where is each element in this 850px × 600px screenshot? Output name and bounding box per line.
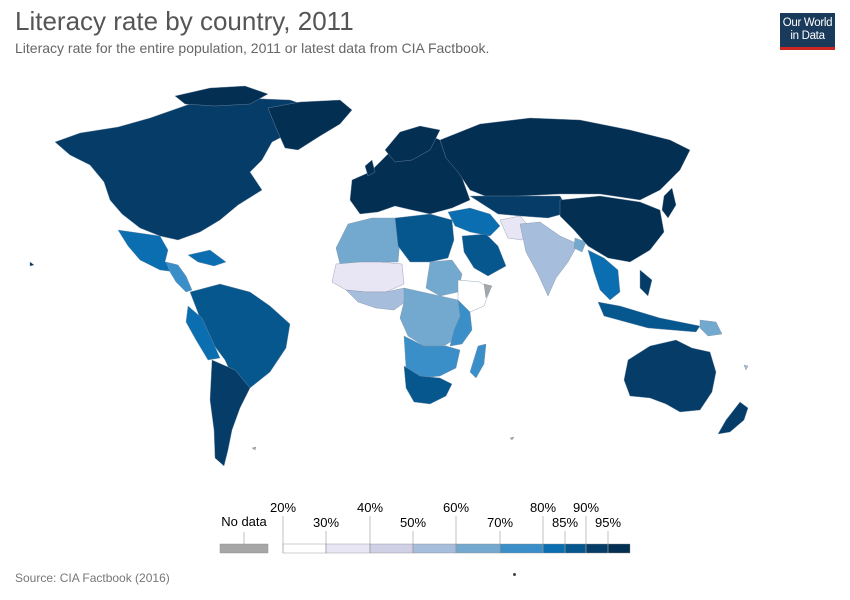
region-north-africa-east[interactable]: [394, 213, 455, 263]
region-caribbean[interactable]: [187, 249, 227, 267]
legend-bin-8[interactable]: [585, 543, 609, 554]
region-central-asia[interactable]: [469, 195, 571, 219]
legend-bin-6[interactable]: [542, 543, 566, 554]
region-east-africa[interactable]: [449, 299, 473, 347]
bullet-dot: [513, 573, 516, 576]
region-falklands[interactable]: [251, 446, 257, 451]
legend-bin-2[interactable]: [369, 543, 414, 554]
legend-bin-9[interactable]: [607, 543, 631, 554]
region-uk[interactable]: [364, 159, 376, 177]
legend-bin-1[interactable]: [325, 543, 371, 554]
legend-threshold-label: 60%: [443, 500, 469, 515]
region-philippines[interactable]: [639, 269, 653, 297]
legend-threshold-label: 85%: [552, 515, 578, 530]
legend-no-data: No data: [219, 514, 269, 554]
region-india[interactable]: [519, 221, 579, 297]
region-japan-korea[interactable]: [661, 187, 677, 219]
region-middle-east[interactable]: [447, 207, 501, 237]
legend-threshold-label: 40%: [357, 500, 383, 515]
legend-threshold-label: 90%: [573, 500, 599, 515]
region-australia[interactable]: [623, 339, 717, 413]
legend-bin-3[interactable]: [412, 543, 457, 554]
region-south-africa[interactable]: [403, 365, 453, 405]
region-indonesia[interactable]: [597, 301, 701, 333]
region-new-zealand[interactable]: [717, 401, 749, 435]
region-scandinavia[interactable]: [384, 125, 441, 163]
region-central-america[interactable]: [165, 261, 193, 293]
world-map: [29, 85, 749, 467]
legend-threshold-label: 95%: [595, 515, 621, 530]
region-southern-cone[interactable]: [209, 359, 251, 467]
legend-bin-0[interactable]: [282, 543, 327, 554]
chart-subtitle: Literacy rate for the entire population,…: [15, 40, 490, 56]
region-madagascar[interactable]: [469, 343, 487, 379]
legend-no-data-label: No data: [221, 514, 267, 529]
logo-line-2: in Data: [790, 30, 825, 42]
region-pacific-islands[interactable]: [743, 364, 749, 371]
legend-bin-7[interactable]: [564, 543, 587, 554]
region-peru-bolivia[interactable]: [185, 305, 221, 361]
legend-threshold-label: 80%: [530, 500, 556, 515]
legend-bin-4[interactable]: [455, 543, 501, 554]
region-china[interactable]: [559, 195, 665, 263]
source-note: Source: CIA Factbook (2016): [15, 571, 170, 585]
region-russia[interactable]: [439, 117, 691, 201]
logo-line-1: Our World: [782, 17, 833, 29]
chart-title: Literacy rate by country, 2011: [15, 6, 354, 36]
region-sub-antarctic[interactable]: [509, 436, 515, 441]
owid-logo[interactable]: Our World in Data: [780, 13, 835, 50]
region-png[interactable]: [699, 319, 723, 337]
legend-threshold-label: 30%: [313, 515, 339, 530]
legend-threshold-label: 50%: [400, 515, 426, 530]
region-somalia[interactable]: [483, 283, 493, 299]
region-sudan[interactable]: [425, 259, 463, 297]
region-north-africa-west[interactable]: [335, 217, 401, 265]
legend: No data 20% 30% 40% 50% 60% 70% 80%85%90%95%: [219, 500, 631, 554]
legend-bin-5[interactable]: [499, 543, 544, 554]
region-greenland[interactable]: [267, 99, 353, 151]
legend-threshold-label: 70%: [487, 515, 513, 530]
region-bangladesh[interactable]: [573, 237, 587, 253]
region-southeast-asia-mainland[interactable]: [587, 249, 621, 301]
region-sahel-west[interactable]: [331, 261, 405, 293]
legend-no-data-swatch: [219, 543, 269, 554]
region-alaska-west[interactable]: [29, 261, 35, 267]
legend-threshold-label: 20%: [270, 500, 296, 515]
region-canada-islands[interactable]: [174, 85, 269, 107]
region-arabian-peninsula[interactable]: [461, 233, 507, 277]
